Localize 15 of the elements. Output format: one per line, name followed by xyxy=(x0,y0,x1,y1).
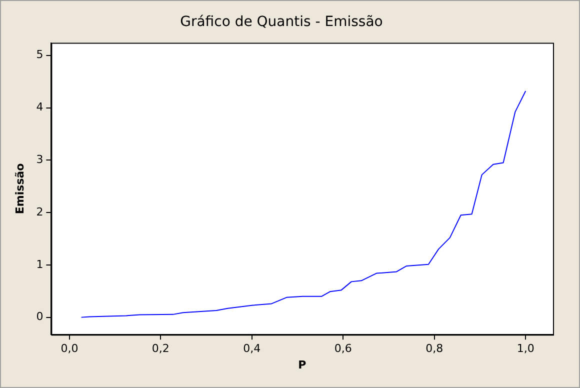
x-tick-label: 0,2 xyxy=(152,342,170,356)
x-tick-label: 0,8 xyxy=(426,342,444,356)
y-tick-label: 0 xyxy=(36,310,44,324)
y-tick-label: 2 xyxy=(36,205,44,218)
x-tick-label: 0,0 xyxy=(60,342,78,356)
y-tick-label: 5 xyxy=(36,48,44,62)
y-tick-label: 1 xyxy=(36,258,44,271)
y-tick-label: 3 xyxy=(36,153,44,166)
y-axis-title: Emissão xyxy=(13,162,26,214)
x-axis-title: P xyxy=(298,358,306,372)
chart-title: Gráfico de Quantis - Emissão xyxy=(180,14,383,30)
x-tick-label: 0,4 xyxy=(243,342,261,356)
y-tick-label: 4 xyxy=(36,100,44,114)
x-tick-label: 0,6 xyxy=(334,342,352,356)
x-tick-label: 1,0 xyxy=(516,342,534,356)
